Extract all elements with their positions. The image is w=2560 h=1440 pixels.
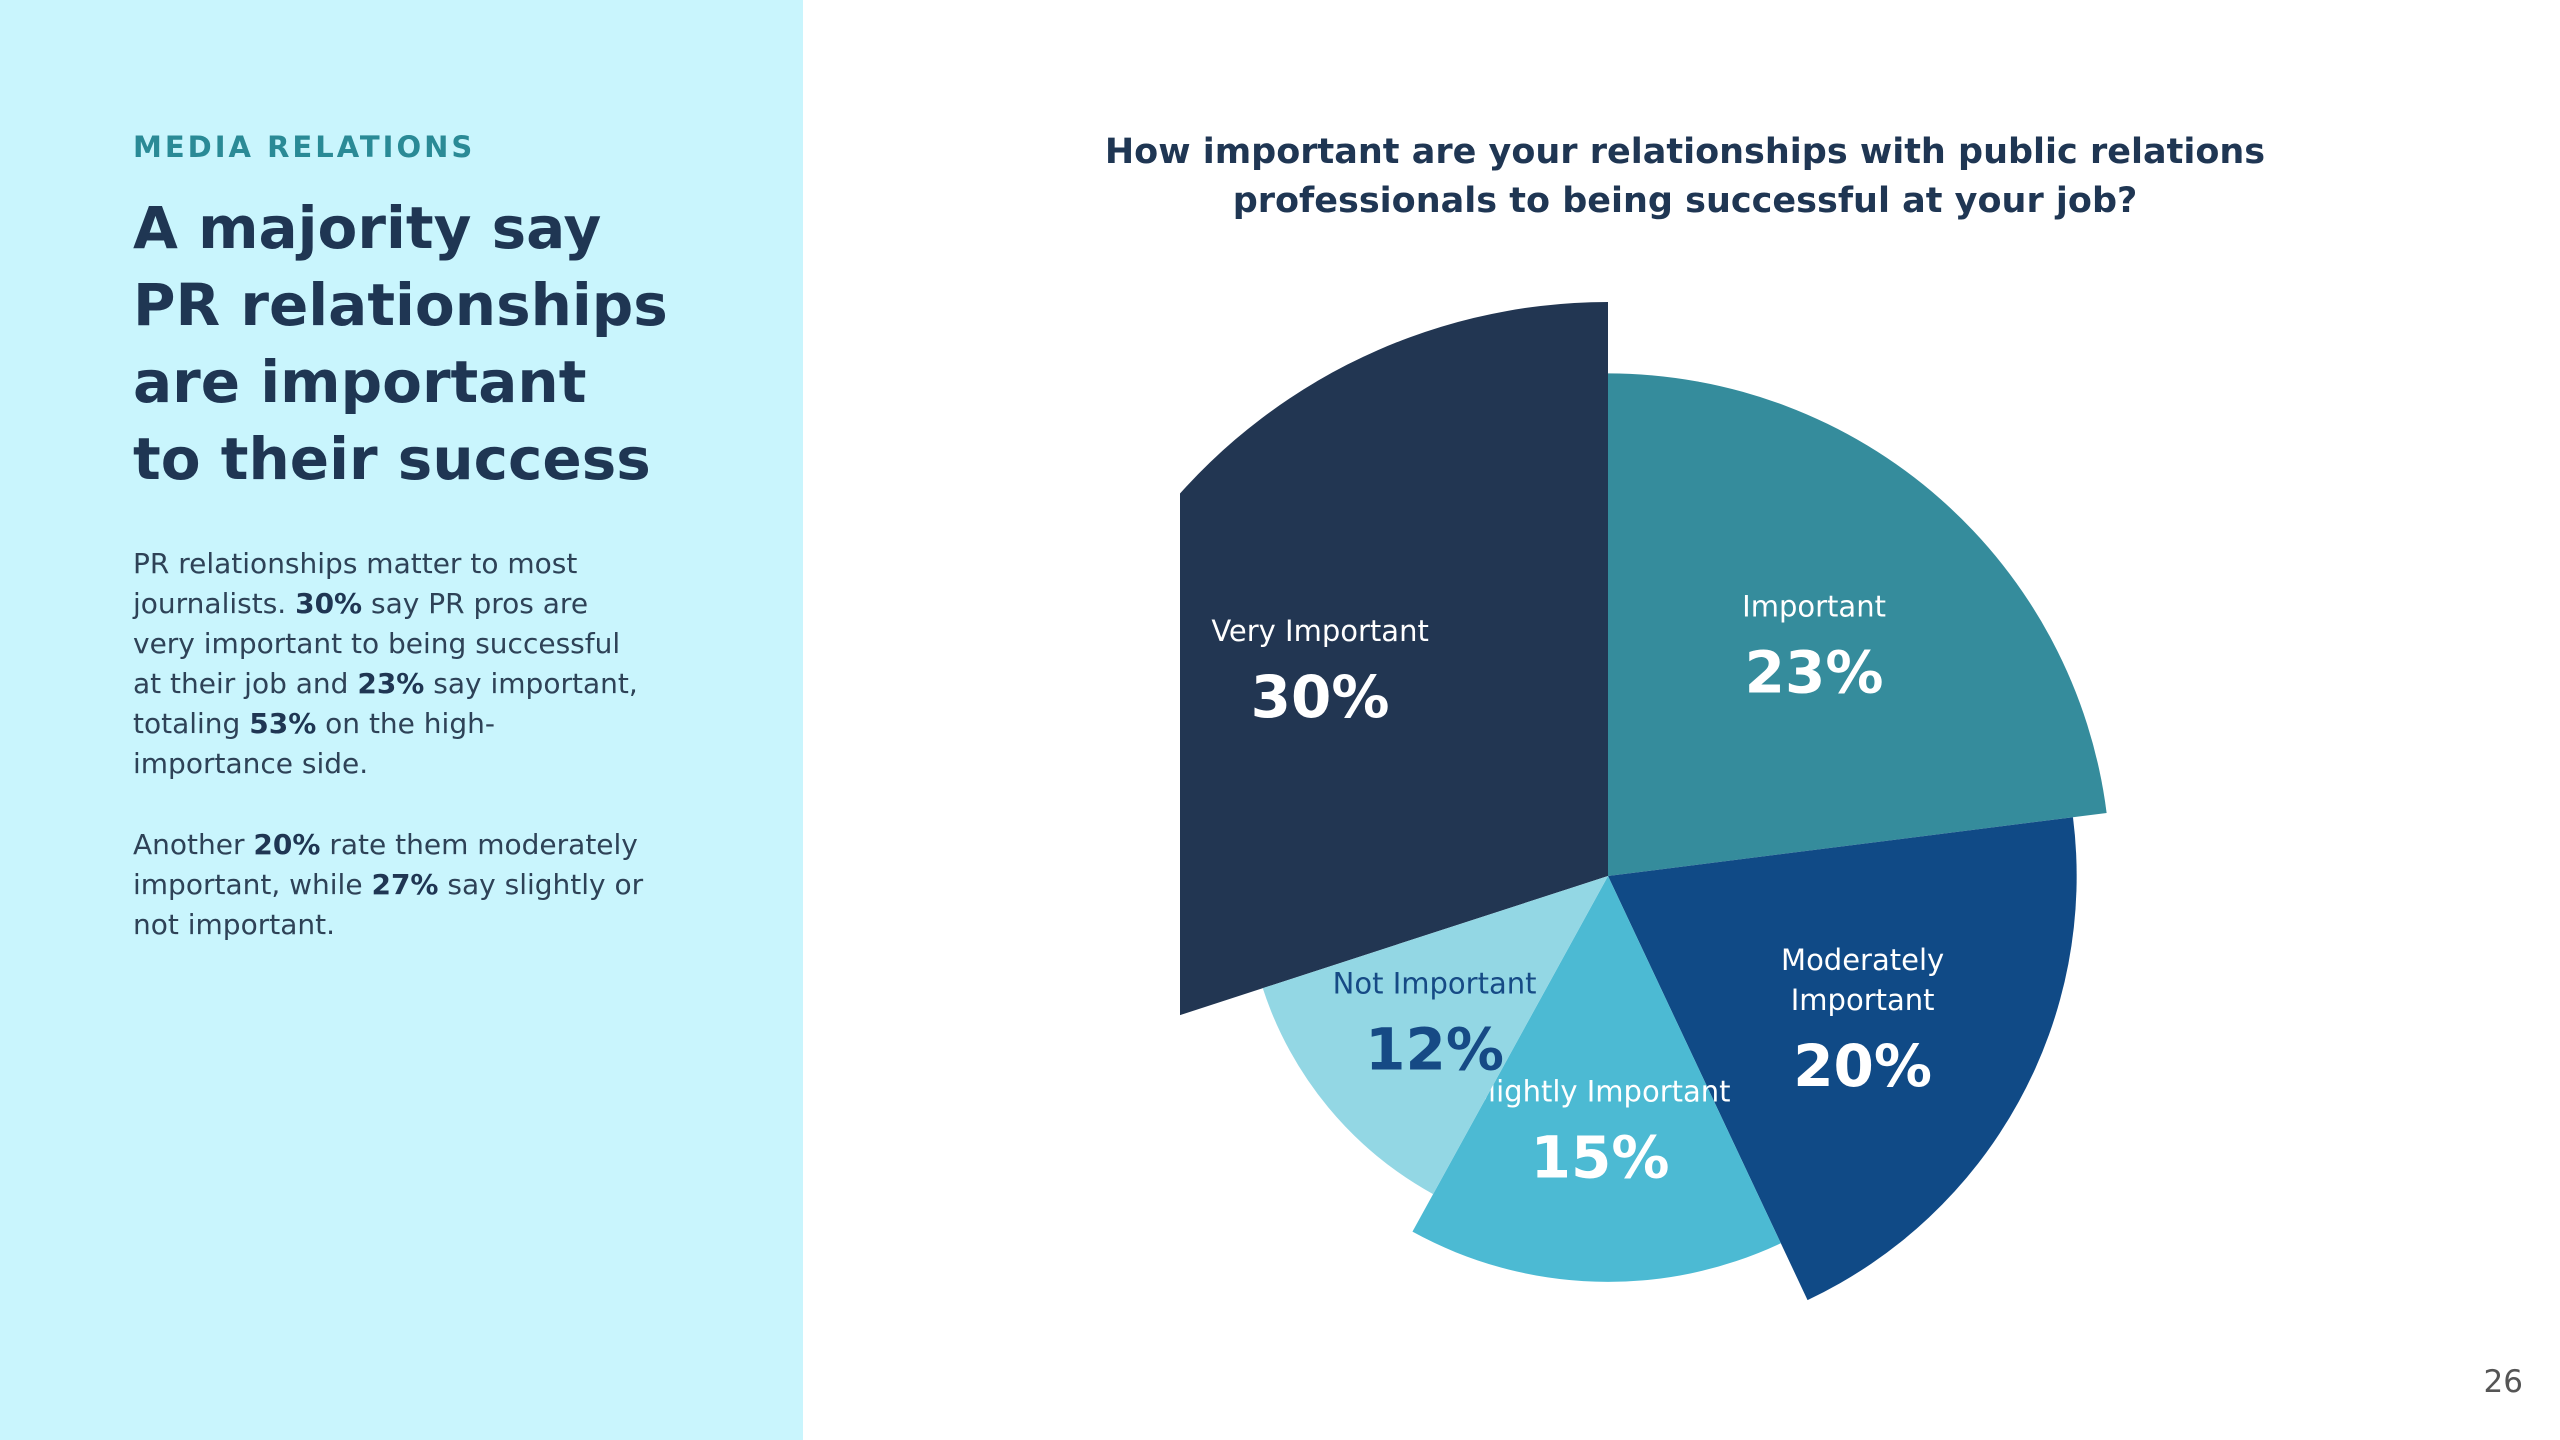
page-number: 26 (2483, 1364, 2523, 1400)
left-panel: MEDIA RELATIONS A majority say PR relati… (0, 0, 803, 1440)
body-copy: PR relationships matter to most journali… (133, 544, 653, 986)
headline-line: to their success (133, 425, 651, 493)
body-stat: 53% (249, 707, 317, 740)
body-text: say PR pros are very important to being … (133, 587, 621, 700)
body-text: Another (133, 828, 254, 861)
body-stat: 20% (253, 828, 321, 861)
body-stat: 30% (295, 587, 363, 620)
body-text: rate them moderately important, while (133, 828, 638, 901)
body-stat: 27% (371, 868, 439, 901)
slice-label: Slightly Important (1470, 1075, 1731, 1109)
slice-value: 30% (1251, 663, 1390, 731)
slice-label: Not Important (1333, 966, 1537, 1000)
body-text: say slightly or not important. (133, 868, 644, 941)
headline-line: PR relationships (133, 271, 668, 339)
headline-line: A majority say (133, 194, 602, 262)
body-paragraph-1: PR relationships matter to most journali… (133, 544, 653, 784)
slice-value: 15% (1531, 1124, 1670, 1192)
pie-slice-slightly-important (1412, 876, 1781, 1282)
body-text: PR relationships matter to most journali… (133, 547, 578, 620)
slice-value: 20% (1793, 1032, 1932, 1100)
slice-label: Important (1791, 983, 1935, 1017)
section-eyebrow: MEDIA RELATIONS (133, 130, 476, 164)
pie-slice-important (1608, 373, 2107, 876)
pie-slice-not-important (1262, 876, 1608, 1195)
slice-value: 23% (1745, 638, 1884, 706)
slice-label: Moderately (1781, 943, 1944, 977)
pie-slice-very-important (1180, 302, 1608, 1016)
slice-label: Very Important (1211, 614, 1429, 648)
pie-slice-moderately-important (1608, 817, 2077, 1301)
slice-value: 12% (1365, 1015, 1504, 1083)
body-stat: 23% (357, 667, 425, 700)
body-text: on the high-importance side. (133, 707, 495, 780)
body-text: say important, totaling (133, 667, 638, 740)
body-paragraph-2: Another 20% rate them moderately importa… (133, 825, 653, 945)
headline: A majority say PR relationships are impo… (133, 190, 693, 498)
slice-label: Important (1742, 589, 1886, 623)
chart-title: How important are your relationships wit… (1104, 132, 2266, 221)
headline-line: are important (133, 348, 587, 416)
pie-chart: Very Important 30% Important 23% Moderately I… (1180, 302, 2107, 1301)
